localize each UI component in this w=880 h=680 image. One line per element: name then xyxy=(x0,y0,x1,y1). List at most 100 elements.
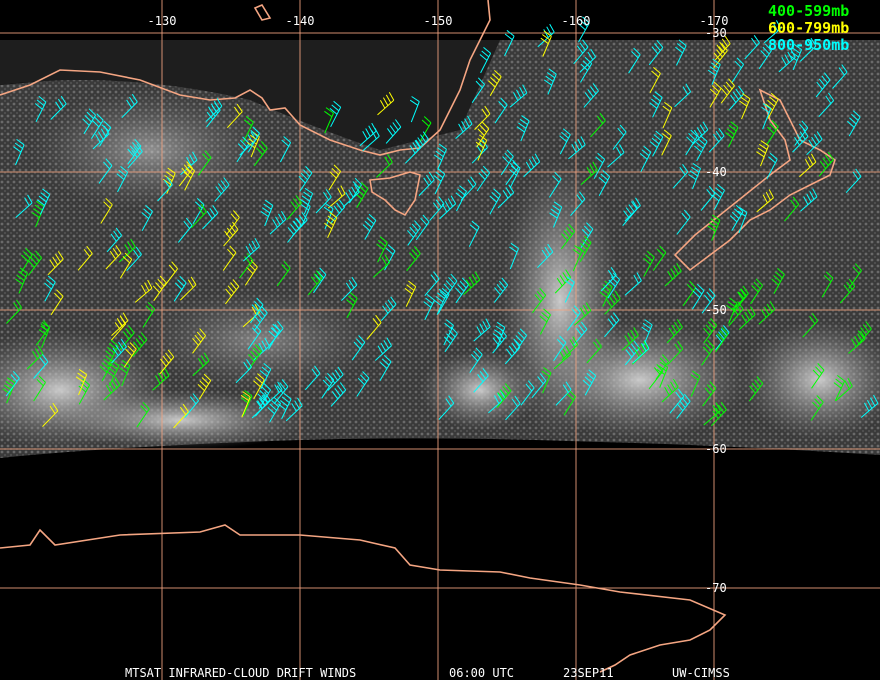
wind-barb xyxy=(738,306,756,330)
longitude-label: -150 xyxy=(424,14,453,28)
wind-barb xyxy=(847,110,861,137)
wind-barb xyxy=(376,154,393,178)
wind-barb xyxy=(152,367,170,391)
wind-barb xyxy=(372,254,391,278)
wind-barb xyxy=(765,92,779,119)
wind-barb xyxy=(832,64,848,89)
wind-barb xyxy=(818,92,835,118)
wind-barb xyxy=(561,223,576,250)
wind-barb xyxy=(811,363,825,389)
wind-barb xyxy=(728,85,745,111)
wind-barb xyxy=(593,152,606,179)
wind-barb xyxy=(612,124,627,150)
wind-barb xyxy=(433,143,447,170)
wind-barb xyxy=(848,263,862,289)
wind-barb xyxy=(833,375,846,402)
wind-barb xyxy=(815,72,831,98)
wind-barb xyxy=(649,91,663,118)
tasmania-coast xyxy=(369,171,421,217)
wind-barb xyxy=(240,391,251,418)
wind-barb xyxy=(98,158,113,184)
wind-barb xyxy=(33,354,49,379)
wind-barb xyxy=(164,261,178,287)
wind-barb xyxy=(324,211,338,239)
wind-barb xyxy=(531,373,547,399)
wind-barb xyxy=(497,184,515,209)
longitude-label: -130 xyxy=(148,14,177,28)
wind-barb xyxy=(539,308,551,335)
wind-barb xyxy=(251,394,269,419)
longitude-labels: -130 -140 -150 -160 -170 xyxy=(148,14,729,28)
wind-barb xyxy=(257,383,272,409)
wind-barb xyxy=(362,213,377,240)
wind-barb xyxy=(407,220,421,246)
wind-barb xyxy=(247,126,260,153)
wind-barb xyxy=(111,338,127,364)
wind-barb xyxy=(463,271,481,295)
wind-barb xyxy=(548,171,562,198)
wind-barb xyxy=(253,140,268,167)
wind-barb xyxy=(669,388,685,414)
wind-barb xyxy=(676,209,691,235)
wind-barb xyxy=(33,375,46,402)
wind-barb xyxy=(6,299,23,324)
wind-barb xyxy=(607,144,625,168)
wind-barb xyxy=(342,183,360,208)
wind-barb xyxy=(758,43,772,70)
wind-barb xyxy=(578,235,592,262)
wind-barb xyxy=(661,378,679,403)
wind-barb xyxy=(703,402,721,426)
wind-barb xyxy=(766,152,778,180)
wind-barb xyxy=(765,119,779,146)
wind-barb xyxy=(253,305,268,331)
wind-barb xyxy=(505,159,520,186)
wind-barb xyxy=(540,30,552,57)
wind-barb xyxy=(192,198,205,224)
wind-barb xyxy=(537,243,554,269)
wind-barb xyxy=(259,363,272,390)
wind-barb xyxy=(346,292,358,319)
wind-barb xyxy=(564,276,575,303)
wind-barb xyxy=(47,251,64,276)
longitude-label: -170 xyxy=(700,14,729,28)
wind-barb xyxy=(667,340,684,366)
wind-barb xyxy=(192,352,210,377)
wind-barb xyxy=(715,325,730,351)
wind-barb xyxy=(152,275,167,302)
wind-barb xyxy=(173,275,187,302)
wind-barb xyxy=(493,277,509,303)
wind-barb xyxy=(570,191,586,217)
wind-barb xyxy=(36,188,51,215)
legend-entry: 400-599mb xyxy=(768,2,849,20)
coastlines xyxy=(0,0,836,673)
legend: 400-599mb 600-799mb 800-950mb xyxy=(768,2,849,54)
wind-barb xyxy=(126,246,142,272)
wind-barb xyxy=(694,135,708,162)
wind-barb xyxy=(26,345,44,370)
wind-barb xyxy=(159,349,175,375)
wind-barb xyxy=(632,340,650,364)
wind-barb xyxy=(184,393,199,419)
wind-barb xyxy=(708,128,725,153)
wind-barb xyxy=(119,252,133,279)
wind-barb xyxy=(559,128,571,155)
wind-barb xyxy=(731,57,745,84)
wind-barb xyxy=(242,237,260,262)
wind-barb xyxy=(118,238,136,263)
wind-barb xyxy=(235,359,252,384)
wind-barb xyxy=(622,201,638,227)
wind-barb xyxy=(496,383,512,409)
wind-barb xyxy=(78,378,91,405)
wind-barb xyxy=(473,318,491,342)
wind-barb xyxy=(455,115,473,139)
wind-barb xyxy=(732,285,749,311)
wind-barb xyxy=(38,321,51,349)
wind-barb xyxy=(226,103,243,129)
wind-barb xyxy=(90,113,104,139)
wind-barbs xyxy=(2,16,879,429)
wind-barb xyxy=(702,381,717,407)
wind-barb xyxy=(132,332,148,357)
wind-barb xyxy=(509,242,519,270)
wind-barb xyxy=(516,115,530,142)
